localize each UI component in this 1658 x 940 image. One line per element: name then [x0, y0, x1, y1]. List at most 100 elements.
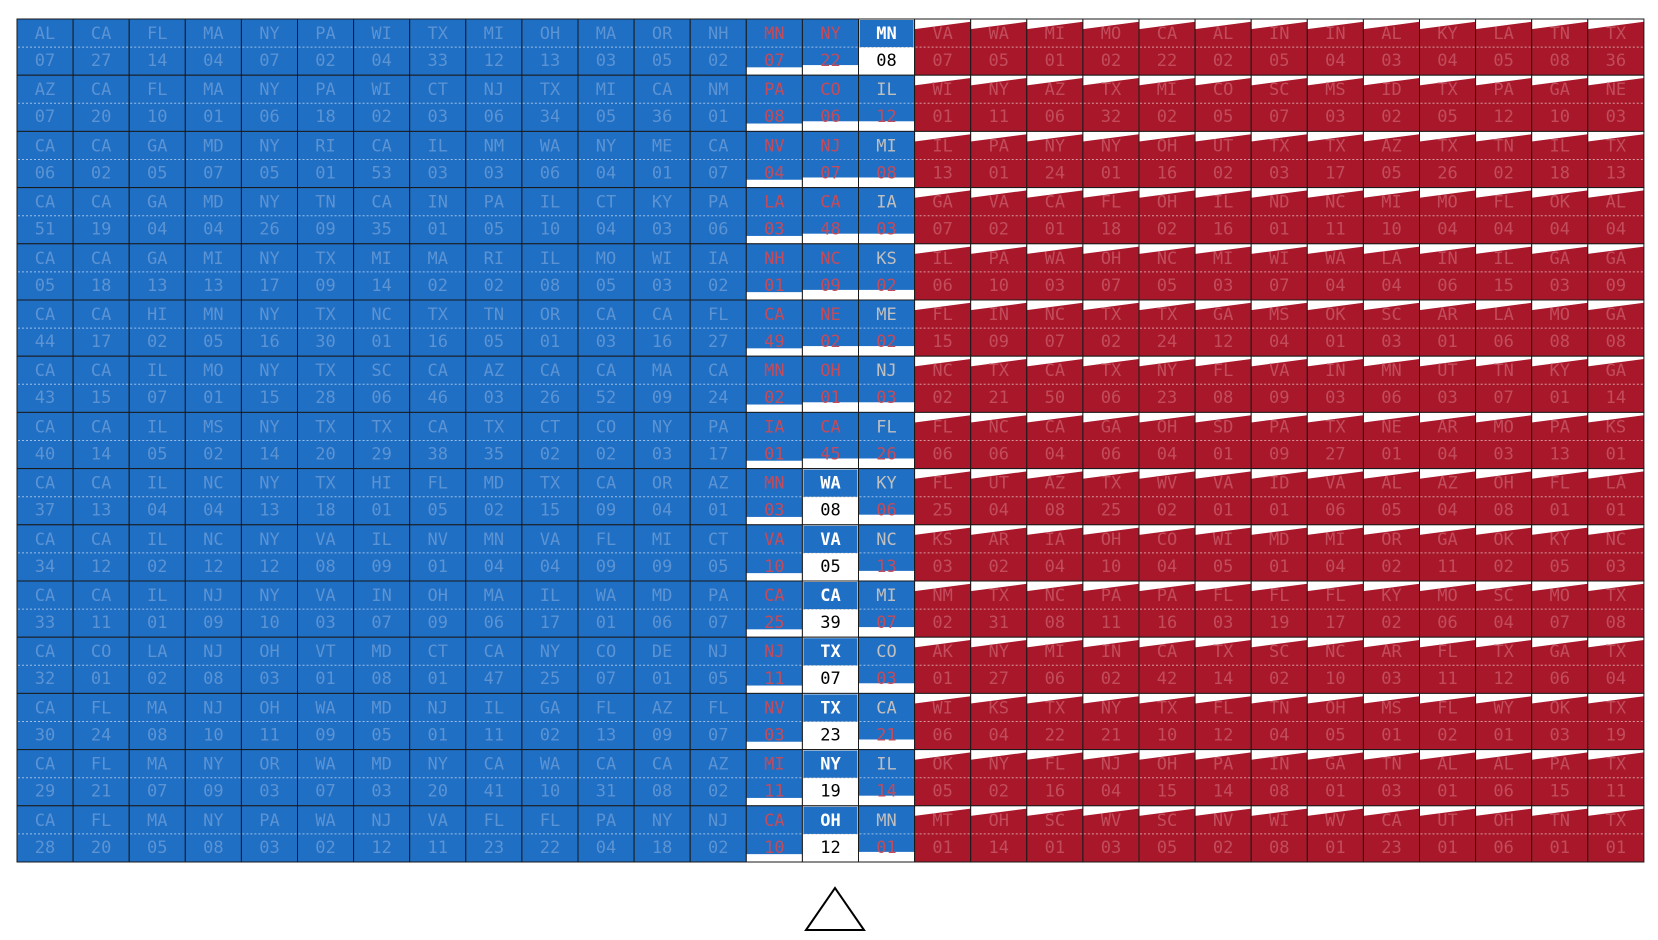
cell-district-label: 07	[932, 51, 952, 71]
cell-district-label: 04	[596, 220, 616, 240]
district-cell: AL 07	[16, 18, 74, 76]
cell-state-label: PA	[1493, 80, 1513, 100]
district-cell: CO 02	[577, 411, 635, 470]
cell-district-label: 02	[203, 444, 223, 464]
cell-district-label: 30	[35, 725, 55, 745]
cell-state-label: MI	[1325, 530, 1345, 550]
district-cell: NY 26	[240, 187, 298, 245]
district-cell: IN 08	[1250, 749, 1308, 807]
district-cell: AZ 05	[1362, 130, 1421, 189]
cell-state-label: IL	[1493, 249, 1513, 269]
cell-district-label: 01	[371, 501, 391, 521]
cell-state-label: LA	[1381, 249, 1401, 269]
district-cell: GA 07	[914, 187, 972, 245]
cell-state-label: GA	[1325, 755, 1345, 775]
district-cell: CT 03	[409, 74, 467, 132]
cell-district-label: 05	[259, 163, 279, 183]
cell-state-label: KY	[652, 193, 672, 213]
district-cell: NC 10	[1306, 636, 1364, 694]
cell-district-label: 13	[147, 276, 167, 296]
cell-state-label: FL	[708, 305, 728, 325]
cell-district-label: 23	[1157, 388, 1177, 408]
cell-district-label: 07	[259, 51, 279, 71]
cell-district-label: 18	[1101, 220, 1121, 240]
cell-state-label: FL	[1045, 755, 1065, 775]
cell-district-label: 08	[764, 107, 784, 127]
cell-district-label: 26	[259, 220, 279, 240]
cell-state-label: NY	[259, 474, 279, 494]
cell-district-label: 06	[1493, 782, 1513, 802]
district-cell: TN 02	[1475, 130, 1533, 189]
district-cell: OH 16	[1138, 130, 1196, 189]
district-cell: CA 43	[16, 355, 74, 413]
cell-district-label: 03	[1550, 276, 1570, 296]
district-cell: CA 17	[72, 299, 130, 357]
cell-district-label: 02	[1213, 838, 1233, 858]
cell-district-label: 27	[989, 669, 1009, 689]
district-cell: UT 04	[970, 468, 1028, 526]
cell-district-label: 02	[708, 276, 728, 296]
cell-state-label: GA	[932, 193, 952, 213]
cell-district-label: 19	[820, 782, 840, 802]
cell-district-label: 13	[876, 557, 896, 577]
cell-district-label: 05	[1381, 501, 1401, 521]
cell-state-label: IL	[147, 586, 167, 606]
cell-state-label: TX	[1437, 136, 1458, 156]
cell-state-label: CA	[91, 80, 111, 100]
cell-state-label: IL	[484, 698, 504, 718]
cell-state-label: NC	[203, 530, 223, 550]
cell-state-label: TX	[1606, 755, 1627, 775]
cell-district-label: 02	[147, 669, 167, 689]
cell-state-label: HI	[147, 305, 167, 325]
district-cell: CA 44	[16, 299, 74, 357]
cell-district-label: 03	[652, 220, 672, 240]
cell-state-label: NJ	[764, 642, 784, 662]
district-cell: AZ 09	[633, 692, 691, 751]
district-cell: CA 37	[16, 468, 74, 526]
district-cell: NY 03	[633, 411, 691, 470]
cell-district-label: 01	[91, 669, 111, 689]
cell-state-label: HI	[371, 474, 391, 494]
cell-state-label: PA	[1269, 417, 1289, 437]
cell-state-label: OH	[1157, 417, 1177, 437]
cell-district-label: 09	[1269, 444, 1289, 464]
district-cell: TX 02	[1082, 299, 1140, 357]
cell-district-label: 02	[147, 332, 167, 352]
cell-state-label: CA	[820, 193, 840, 213]
district-cell: AR 02	[970, 524, 1028, 582]
cell-district-label: 12	[259, 557, 279, 577]
district-cell: GA 11	[1419, 524, 1477, 582]
cell-district-label: 24	[708, 388, 728, 408]
cell-state-label: CO	[820, 80, 840, 100]
district-cell: SC 04	[1475, 580, 1533, 638]
cell-state-label: MI	[484, 24, 504, 44]
cell-district-label: 18	[91, 276, 111, 296]
cell-district-label: 01	[1045, 220, 1065, 240]
cell-district-label: 01	[1045, 838, 1065, 858]
cell-district-label: 07	[147, 388, 167, 408]
district-cell: CO 01	[72, 636, 130, 694]
district-cell: AL 03	[1362, 18, 1421, 76]
cell-district-label: 08	[1045, 613, 1065, 633]
cell-state-label: AZ	[1045, 80, 1065, 100]
district-cell: VA 03	[297, 580, 355, 638]
cell-state-label: MI	[596, 80, 616, 100]
district-cell: CA 07	[689, 130, 747, 189]
cell-district-label: 16	[1213, 220, 1233, 240]
cell-state-label: IN	[371, 586, 391, 606]
cell-state-label: ME	[652, 136, 672, 156]
cell-state-label: OH	[1157, 136, 1177, 156]
cell-district-label: 13	[1550, 444, 1570, 464]
cell-district-label: 02	[708, 51, 728, 71]
district-cell: AL 06	[1475, 749, 1533, 807]
cell-district-label: 03	[428, 163, 448, 183]
cell-district-label: 09	[1606, 276, 1626, 296]
cell-district-label: 03	[259, 838, 279, 858]
cell-district-label: 04	[484, 557, 504, 577]
cell-district-label: 01	[1045, 51, 1065, 71]
cell-district-label: 14	[1213, 669, 1233, 689]
district-cell: OK 01	[1306, 299, 1364, 357]
district-cell: MD 07	[184, 130, 242, 189]
district-cell: NC 02	[914, 355, 972, 413]
cell-state-label: LA	[147, 642, 167, 662]
